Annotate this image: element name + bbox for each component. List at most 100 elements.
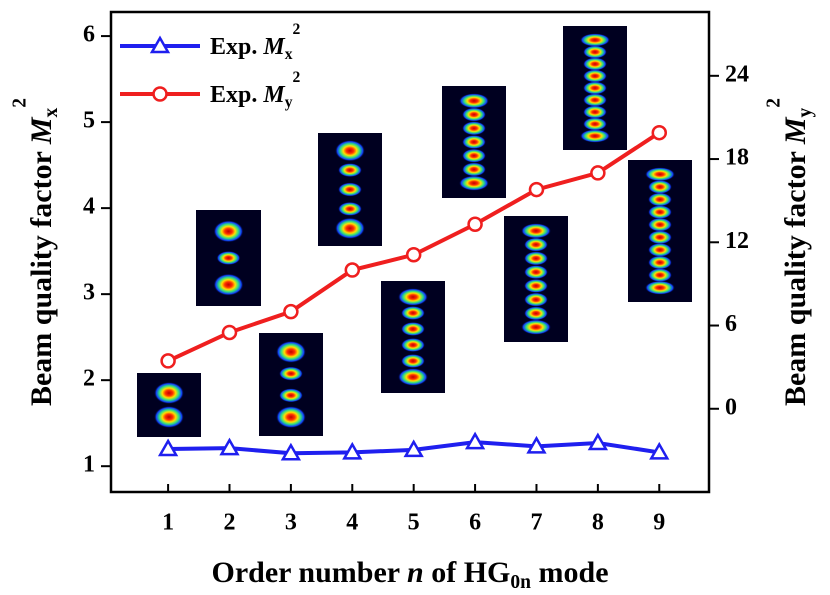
- label-part: x: [41, 107, 62, 117]
- x-tick-label: 5: [408, 510, 420, 536]
- y-tick-label: 2: [83, 366, 95, 392]
- y-tick-label: 1: [83, 452, 95, 478]
- beam-lobe: [338, 163, 362, 178]
- x-tick-label: 7: [530, 510, 542, 536]
- x-tick-label: 2: [223, 510, 235, 536]
- label-part: 2: [293, 21, 301, 38]
- y2-axis-label: Beam quality factor My2: [764, 98, 817, 406]
- x-tick-label: 3: [285, 510, 297, 536]
- marker: [403, 439, 424, 458]
- beam-lobe: [401, 354, 425, 368]
- beam-lobe: [276, 406, 306, 429]
- label-part: M: [262, 82, 286, 108]
- x-tick-label: 1: [162, 510, 174, 536]
- label-part: 0n: [510, 572, 531, 593]
- beam-lobe: [524, 265, 548, 280]
- label-part: n: [407, 556, 424, 589]
- beam-lobe: [279, 388, 303, 403]
- label-part: Exp.: [210, 82, 263, 108]
- y-tick-label: 3: [83, 280, 95, 306]
- marker: [467, 216, 483, 233]
- y-tick-label: 6: [83, 22, 95, 48]
- beam-lobe: [462, 162, 486, 177]
- beam-lobe: [459, 93, 489, 109]
- beam-lobe: [648, 242, 672, 257]
- marker: [528, 181, 545, 198]
- marker: [587, 432, 609, 451]
- beam-lobe: [335, 217, 365, 239]
- beam-lobe: [213, 220, 244, 243]
- y2-tick-label: 0: [725, 394, 737, 420]
- label-part: 2: [10, 98, 31, 108]
- beam-lobe: [524, 251, 548, 266]
- beam-lobe: [583, 105, 607, 119]
- beam-lobe: [583, 81, 607, 95]
- beam-lobe: [648, 230, 672, 245]
- beam-lobe: [521, 319, 551, 335]
- marker: [283, 303, 299, 320]
- beam-lobe: [648, 255, 672, 270]
- beam-lobe: [462, 121, 486, 136]
- beam-lobe: [524, 292, 548, 307]
- y2-tick-label: 24: [725, 61, 749, 87]
- label-part: of HG: [424, 556, 511, 589]
- beam-lobe: [524, 306, 548, 321]
- plot-frame: [109, 10, 711, 494]
- label-part: M: [262, 34, 286, 60]
- beam-lobe: [521, 223, 551, 239]
- y2-tick-label: 6: [725, 311, 737, 337]
- beam-lobe: [462, 148, 486, 163]
- beam-lobe: [648, 268, 672, 283]
- legend-label: Exp. Mx2: [210, 21, 301, 63]
- beam-lobe: [645, 280, 675, 295]
- beam-lobe: [276, 340, 306, 363]
- beam-lobe: [335, 140, 365, 162]
- y2-tick-label: 18: [725, 145, 749, 171]
- beam-lobe: [401, 338, 425, 352]
- y-tick-label: 5: [83, 108, 95, 134]
- beam-lobe: [213, 273, 244, 296]
- label-part: M: [779, 116, 812, 145]
- label-part: 2: [764, 98, 785, 108]
- marker: [651, 124, 668, 141]
- beam-lobe: [338, 201, 362, 216]
- label-part: Order number: [211, 556, 407, 589]
- beam-lobe: [583, 93, 607, 107]
- marker: [152, 86, 168, 102]
- beam-lobe: [462, 107, 486, 122]
- label-part: mode: [531, 556, 609, 589]
- beam-lobe: [401, 306, 425, 320]
- beam-lobe: [645, 167, 675, 182]
- marker: [280, 442, 302, 461]
- beam-lobe: [398, 368, 428, 386]
- beam-lobe: [583, 57, 607, 71]
- marker: [464, 431, 486, 450]
- x-tick-label: 8: [592, 510, 604, 536]
- x-tick-label: 4: [346, 510, 358, 536]
- beam-lobe: [580, 33, 610, 47]
- beam-lobe: [462, 135, 486, 149]
- label-part: x: [285, 46, 293, 63]
- marker: [526, 435, 547, 454]
- marker: [405, 247, 422, 263]
- x-tick-label: 9: [653, 510, 665, 536]
- marker: [221, 324, 238, 341]
- x-axis-label: Order number n of HG0n mode: [211, 556, 608, 594]
- beam-lobe: [583, 45, 607, 59]
- beam-lobe: [583, 117, 607, 131]
- beam-lobe: [524, 237, 548, 252]
- beam-lobe: [524, 278, 548, 293]
- beam-lobe: [648, 179, 672, 194]
- marker: [157, 438, 179, 457]
- marker: [149, 35, 171, 54]
- label-part: M: [25, 116, 58, 145]
- marker: [160, 353, 176, 369]
- marker: [649, 441, 670, 460]
- label-part: Exp.: [210, 34, 263, 60]
- y-tick-label: 4: [83, 194, 95, 220]
- label-part: Beam quality factor: [779, 144, 812, 406]
- beam-lobe: [216, 251, 241, 265]
- beam-lobe: [459, 175, 489, 191]
- beam-lobe: [583, 69, 607, 83]
- marker: [219, 437, 240, 456]
